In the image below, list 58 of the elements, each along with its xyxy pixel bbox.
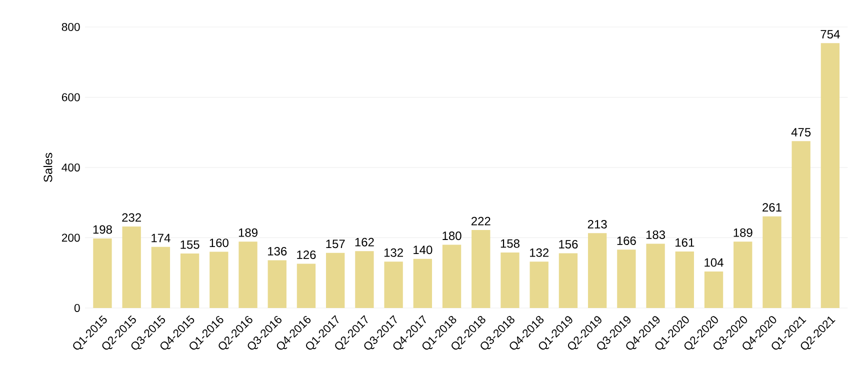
data-label: 174 [152,234,170,242]
bar [238,242,258,308]
bar [500,252,520,308]
data-label: 232 [122,213,141,222]
bar [384,262,403,308]
y-tick-label: 200 [62,234,80,242]
data-label: 104 [704,258,724,267]
bar [296,264,316,308]
data-label: 136 [268,247,287,256]
data-label: 155 [180,240,200,249]
bar [530,262,548,308]
bar [792,141,810,308]
data-label: 158 [500,239,520,248]
bar [820,43,840,308]
bar [151,246,170,308]
bar [675,251,694,308]
bar [617,250,636,308]
data-label: 162 [355,238,374,246]
bar [355,251,374,308]
data-label: 475 [791,128,811,136]
bar [558,253,578,308]
data-label: 261 [762,203,782,212]
y-axis-title: Sales [43,152,52,182]
data-label: 161 [676,238,694,247]
bar [734,242,752,308]
bar [210,252,228,308]
bar [122,226,141,308]
y-tick-label: 0 [74,304,80,312]
data-label: 189 [238,228,258,237]
data-label: 189 [734,228,752,237]
bar [326,252,345,308]
bar [646,244,665,308]
data-label: 180 [442,232,462,240]
bar [472,230,490,308]
bar [93,238,112,308]
bar [762,216,782,308]
data-label: 157 [326,240,345,248]
y-tick-label: 800 [62,23,80,32]
bar [413,258,432,308]
bar [180,254,200,308]
data-label: 198 [93,225,112,234]
data-label: 183 [646,230,666,240]
data-label: 140 [414,246,432,254]
data-label: 166 [617,236,636,245]
data-label: 160 [210,238,228,248]
bar [704,271,724,308]
data-label: 156 [559,240,578,248]
y-tick-label: 600 [62,93,80,102]
data-label: 126 [297,250,316,260]
data-label: 754 [820,30,840,38]
bar [268,260,286,308]
bar [442,244,462,308]
bar [588,233,607,308]
data-label: 132 [384,248,403,257]
y-tick-label: 400 [62,163,80,172]
data-label: 213 [588,220,607,228]
data-label: 132 [530,248,549,257]
data-label: 222 [471,216,490,226]
